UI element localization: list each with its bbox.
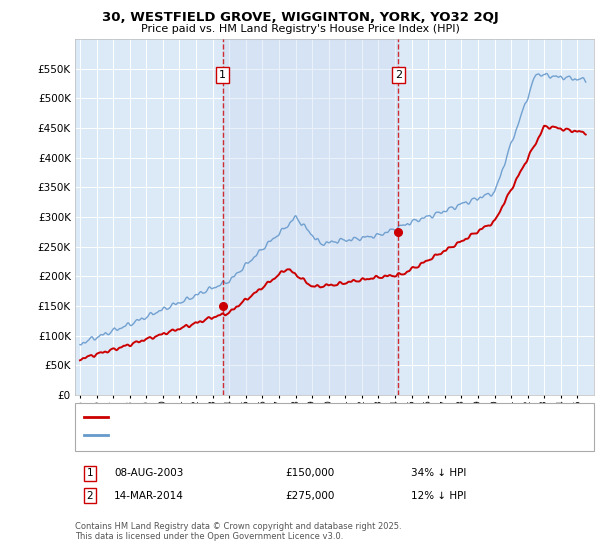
Text: 08-AUG-2003: 08-AUG-2003 [114, 468, 184, 478]
Text: £275,000: £275,000 [285, 491, 334, 501]
Text: 14-MAR-2014: 14-MAR-2014 [114, 491, 184, 501]
Text: 30, WESTFIELD GROVE, WIGGINTON, YORK, YO32 2QJ (detached house): 30, WESTFIELD GROVE, WIGGINTON, YORK, YO… [113, 412, 463, 422]
Text: HPI: Average price, detached house, York: HPI: Average price, detached house, York [113, 430, 314, 440]
Text: Contains HM Land Registry data © Crown copyright and database right 2025.
This d: Contains HM Land Registry data © Crown c… [75, 522, 401, 542]
Text: 1: 1 [219, 70, 226, 80]
Text: 2: 2 [86, 491, 94, 501]
Text: 2: 2 [395, 70, 402, 80]
Text: 34% ↓ HPI: 34% ↓ HPI [411, 468, 466, 478]
Text: 30, WESTFIELD GROVE, WIGGINTON, YORK, YO32 2QJ: 30, WESTFIELD GROVE, WIGGINTON, YORK, YO… [101, 11, 499, 24]
Text: 1: 1 [86, 468, 94, 478]
Bar [223, 39, 398, 395]
Text: 12% ↓ HPI: 12% ↓ HPI [411, 491, 466, 501]
Text: Price paid vs. HM Land Registry's House Price Index (HPI): Price paid vs. HM Land Registry's House … [140, 24, 460, 34]
Text: £150,000: £150,000 [285, 468, 334, 478]
